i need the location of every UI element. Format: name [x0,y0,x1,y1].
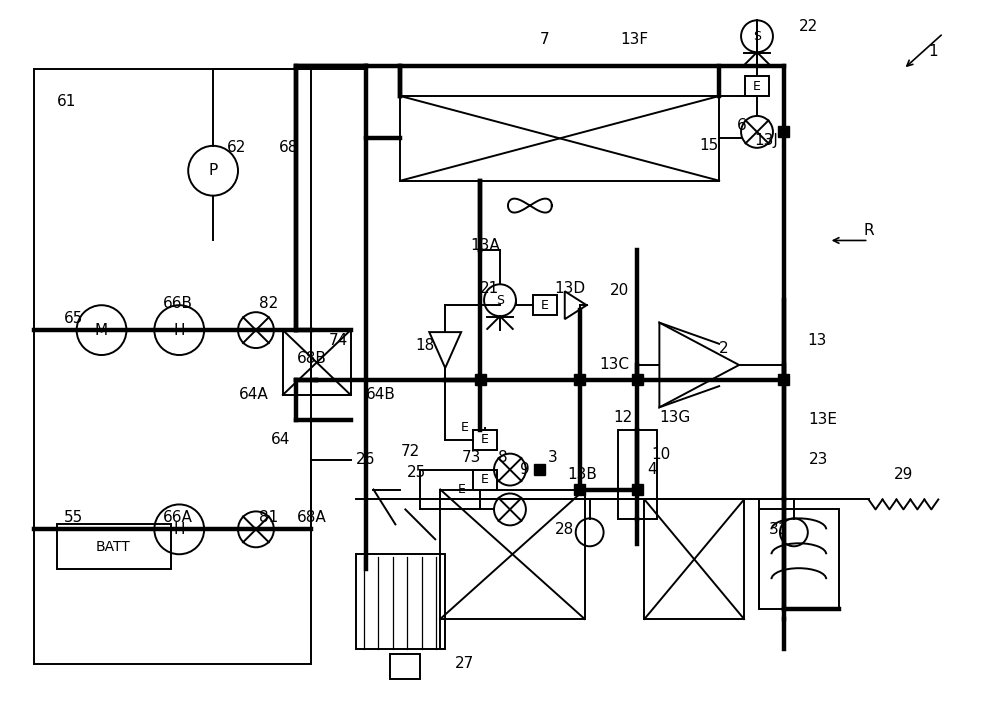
Bar [400,96,719,181]
Bar [390,654,420,678]
Text: 4: 4 [647,462,657,477]
Text: S: S [496,293,504,306]
Text: 13C: 13C [600,358,630,373]
Bar [283,330,351,395]
Text: 6: 6 [737,118,747,133]
Text: 68A: 68A [297,510,327,525]
Text: 72: 72 [400,444,420,459]
Text: 2: 2 [719,340,729,355]
Text: 65: 65 [64,311,83,326]
Text: 9: 9 [520,462,530,477]
Bar [778,374,789,386]
Text: 15: 15 [699,138,718,154]
Bar [533,296,557,315]
Bar [745,76,769,96]
Text: 31: 31 [769,522,788,537]
Text: 22: 22 [799,19,818,34]
Text: 7: 7 [540,32,550,47]
Text: 23: 23 [809,452,828,467]
Text: R: R [864,223,874,238]
Text: 25: 25 [407,465,427,480]
Text: BATT: BATT [96,540,131,554]
Text: 3: 3 [548,450,558,465]
Bar [534,464,545,475]
Text: 1: 1 [928,44,938,58]
Text: S: S [753,30,761,43]
Text: E: E [753,79,761,92]
Text: 64: 64 [271,432,290,447]
Text: 20: 20 [610,283,629,298]
Text: H: H [173,322,185,337]
Text: 13G: 13G [659,410,691,425]
Text: 66B: 66B [163,296,193,311]
Text: 64A: 64A [239,387,269,402]
Text: 13J: 13J [754,133,778,149]
Bar [475,374,486,386]
Text: 74: 74 [329,332,348,348]
Text: E: E [461,421,469,434]
Bar [356,554,445,649]
Text: 61: 61 [57,94,76,108]
Text: M: M [95,322,108,337]
Text: 18: 18 [415,337,435,353]
Text: 27: 27 [455,656,474,671]
Text: E: E [481,433,489,446]
Text: 13A: 13A [470,238,500,253]
Bar [574,374,585,386]
Text: 21: 21 [480,280,499,296]
Text: 68: 68 [279,141,298,155]
Text: 26: 26 [356,452,375,467]
Text: E: E [458,483,466,496]
Text: 62: 62 [227,141,246,155]
Text: H: H [173,522,185,537]
Text: E: E [541,298,549,311]
Bar [57,524,171,569]
Text: 73: 73 [462,450,482,465]
Bar [473,469,497,490]
Bar [632,484,643,495]
Text: 12: 12 [614,410,633,425]
Text: 28: 28 [555,522,574,537]
Text: 29: 29 [893,467,913,482]
Text: 13D: 13D [555,280,586,296]
Text: 68B: 68B [297,350,327,366]
Text: 10: 10 [651,447,671,462]
Text: 13E: 13E [809,412,838,428]
Text: E: E [481,473,489,486]
Bar [644,500,744,619]
Text: 13: 13 [807,332,826,348]
Bar [618,430,657,519]
Bar [778,126,789,138]
Bar [440,490,585,619]
Text: 8: 8 [498,450,508,465]
Text: 13F: 13F [620,32,649,47]
Bar [34,69,311,664]
Bar [632,374,643,386]
Bar [759,510,839,609]
Text: 55: 55 [64,510,83,525]
Text: P: P [208,163,218,178]
Text: 13B: 13B [568,467,598,482]
Text: 82: 82 [259,296,278,311]
Bar [473,430,497,450]
Bar [574,484,585,495]
Text: 66A: 66A [163,510,193,525]
Text: 64B: 64B [366,387,395,402]
Text: 81: 81 [259,510,278,525]
